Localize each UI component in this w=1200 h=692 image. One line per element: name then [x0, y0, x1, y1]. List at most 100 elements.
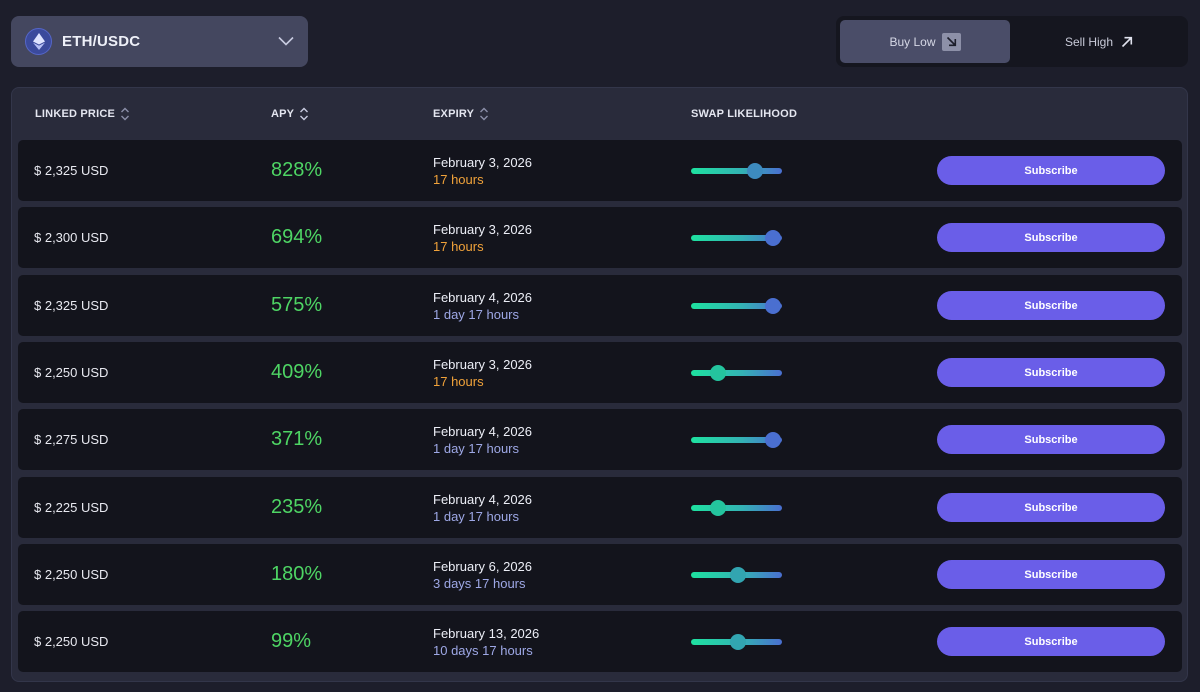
likelihood-track — [691, 162, 782, 179]
linked-price: $ 2,325 USD — [34, 298, 109, 313]
expiry: February 3, 2026 17 hours — [433, 207, 532, 268]
eth-icon — [25, 28, 52, 55]
header-apy[interactable]: APY — [271, 107, 309, 121]
likelihood-knob — [764, 431, 781, 448]
table-header: LINKED PRICE APY EXPIRY SWAP LIKELIHOOD — [12, 88, 1187, 140]
sell-high-button[interactable]: Sell High — [1014, 20, 1184, 63]
subscribe-button[interactable]: Subscribe — [937, 291, 1165, 320]
likelihood-knob — [710, 499, 727, 516]
chevron-down-icon — [278, 33, 294, 51]
expiry: February 6, 2026 3 days 17 hours — [433, 544, 532, 605]
table-row: $ 2,325 USD 575% February 4, 2026 1 day 17 … — [18, 275, 1182, 336]
buy-low-label: Buy Low — [889, 34, 936, 49]
swap-likelihood — [691, 409, 783, 470]
linked-price: $ 2,250 USD — [34, 634, 109, 649]
linked-price: $ 2,325 USD — [34, 163, 109, 178]
header-expiry[interactable]: EXPIRY — [433, 107, 489, 121]
likelihood-knob — [730, 566, 747, 583]
swap-likelihood — [691, 477, 783, 538]
header-linked-price-label: LINKED PRICE — [35, 108, 116, 120]
subscribe-button[interactable]: Subscribe — [937, 560, 1165, 589]
apy-value: 180% — [271, 563, 323, 585]
expiry-remaining: 17 hours — [433, 373, 484, 389]
options-table: LINKED PRICE APY EXPIRY SWAP LIKELIHOOD … — [11, 87, 1188, 682]
table-row: $ 2,300 USD 694% February 3, 2026 17 hours S… — [18, 207, 1182, 268]
sort-icon — [299, 107, 309, 121]
likelihood-track — [691, 566, 782, 583]
swap-likelihood — [691, 140, 783, 201]
swap-likelihood — [691, 544, 783, 605]
side-toggle: Buy Low Sell High — [836, 16, 1188, 67]
table-row: $ 2,275 USD 371% February 4, 2026 1 day 17 … — [18, 409, 1182, 470]
expiry-remaining: 1 day 17 hours — [433, 306, 520, 322]
likelihood-track — [691, 431, 782, 448]
likelihood-knob — [730, 633, 747, 650]
pair-label: ETH/USDC — [62, 33, 141, 50]
apy-value: 235% — [271, 496, 323, 518]
table-row: $ 2,225 USD 235% February 4, 2026 1 day 17 … — [18, 477, 1182, 538]
expiry: February 4, 2026 1 day 17 hours — [433, 275, 532, 336]
swap-likelihood — [691, 611, 783, 672]
subscribe-button[interactable]: Subscribe — [937, 223, 1165, 252]
likelihood-knob — [746, 162, 763, 179]
header-swap-likelihood-label: SWAP LIKELIHOOD — [691, 108, 798, 120]
arrow-up-right-icon — [1121, 36, 1133, 48]
swap-likelihood — [691, 342, 783, 403]
likelihood-track — [691, 499, 782, 516]
expiry: February 3, 2026 17 hours — [433, 140, 532, 201]
table-row: $ 2,250 USD 409% February 3, 2026 17 hours S… — [18, 342, 1182, 403]
expiry-date: February 3, 2026 — [433, 221, 533, 237]
subscribe-button[interactable]: Subscribe — [937, 493, 1165, 522]
expiry-date: February 13, 2026 — [433, 625, 540, 641]
expiry-remaining: 1 day 17 hours — [433, 440, 520, 456]
apy-value: 371% — [271, 428, 323, 450]
expiry-date: February 4, 2026 — [433, 491, 533, 507]
expiry-remaining: 3 days 17 hours — [433, 575, 526, 591]
expiry: February 4, 2026 1 day 17 hours — [433, 409, 532, 470]
subscribe-button[interactable]: Subscribe — [937, 358, 1165, 387]
expiry-date: February 4, 2026 — [433, 423, 533, 439]
likelihood-track — [691, 297, 782, 314]
buy-low-button[interactable]: Buy Low — [840, 20, 1010, 63]
swap-likelihood — [691, 275, 783, 336]
expiry: February 4, 2026 1 day 17 hours — [433, 477, 532, 538]
apy-value: 409% — [271, 361, 323, 383]
apy-value: 575% — [271, 294, 323, 316]
expiry-remaining: 17 hours — [433, 171, 484, 187]
sell-high-label: Sell High — [1064, 34, 1114, 49]
linked-price: $ 2,300 USD — [34, 230, 109, 245]
expiry-remaining: 17 hours — [433, 238, 484, 254]
header-swap-likelihood: SWAP LIKELIHOOD — [691, 108, 797, 120]
swap-likelihood — [691, 207, 783, 268]
header-linked-price[interactable]: LINKED PRICE — [35, 107, 130, 121]
header-expiry-label: EXPIRY — [433, 108, 475, 120]
table-row: $ 2,325 USD 828% February 3, 2026 17 hours S… — [18, 140, 1182, 201]
header-apy-label: APY — [271, 108, 295, 120]
table-row: $ 2,250 USD 99% February 13, 2026 10 days 1… — [18, 611, 1182, 672]
sort-icon — [479, 107, 489, 121]
likelihood-knob — [764, 297, 781, 314]
likelihood-track — [691, 364, 782, 381]
expiry: February 3, 2026 17 hours — [433, 342, 532, 403]
apy-value: 694% — [271, 226, 323, 248]
expiry-remaining: 1 day 17 hours — [433, 508, 520, 524]
expiry-date: February 4, 2026 — [433, 289, 533, 305]
linked-price: $ 2,275 USD — [34, 432, 109, 447]
linked-price: $ 2,250 USD — [34, 365, 109, 380]
likelihood-knob — [710, 364, 727, 381]
expiry-date: February 3, 2026 — [433, 154, 533, 170]
pair-selector[interactable]: ETH/USDC — [11, 16, 308, 67]
subscribe-button[interactable]: Subscribe — [937, 627, 1165, 656]
expiry: February 13, 2026 10 days 17 hours — [433, 611, 539, 672]
table-row: $ 2,250 USD 180% February 6, 2026 3 days 17… — [18, 544, 1182, 605]
likelihood-track — [691, 633, 782, 650]
likelihood-track — [691, 229, 782, 246]
subscribe-button[interactable]: Subscribe — [937, 425, 1165, 454]
sort-icon — [120, 107, 130, 121]
linked-price: $ 2,225 USD — [34, 500, 109, 515]
arrow-down-right-icon — [941, 32, 961, 51]
expiry-remaining: 10 days 17 hours — [433, 642, 533, 658]
expiry-date: February 3, 2026 — [433, 356, 533, 372]
apy-value: 99% — [271, 630, 312, 652]
subscribe-button[interactable]: Subscribe — [937, 156, 1165, 185]
